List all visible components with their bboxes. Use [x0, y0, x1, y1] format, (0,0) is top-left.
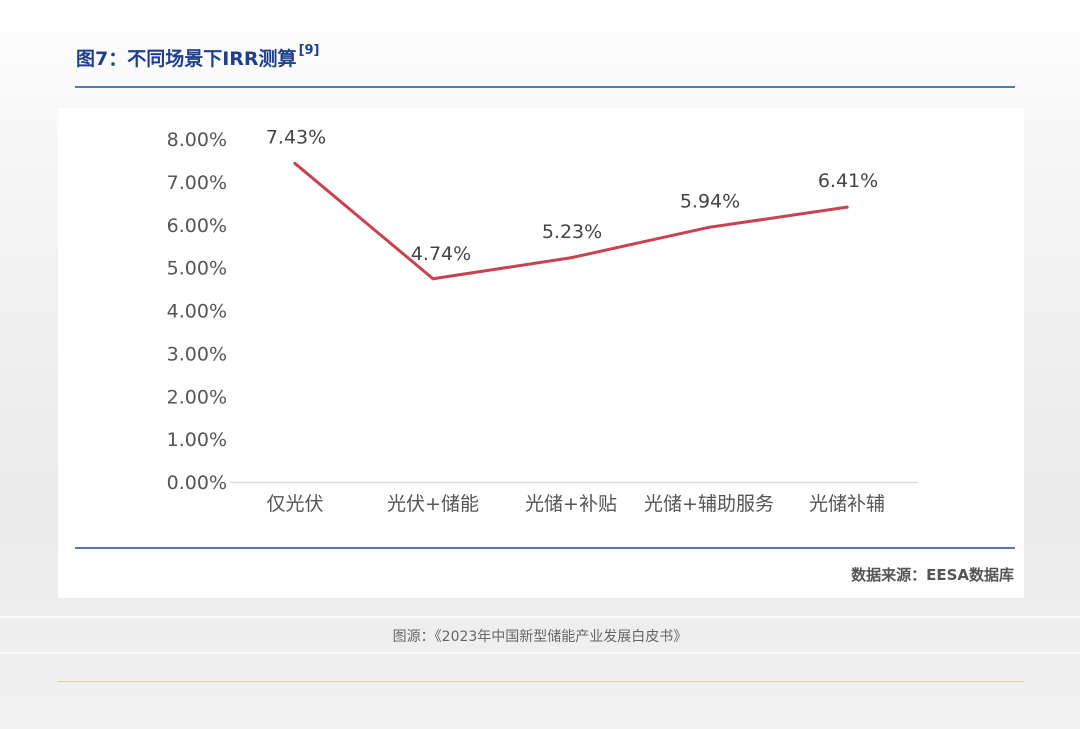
title-divider [75, 86, 1015, 88]
x-tick-label: 光储+辅助服务 [644, 493, 774, 515]
x-tick-label: 仅光伏 [266, 493, 323, 515]
y-tick-label: 0.00% [167, 472, 227, 494]
figure-card: 图7：不同场景下IRR测算 [9] 0.00% 1.00% 2.00% 3.00% 4.0… [58, 42, 1024, 598]
data-point [293, 161, 297, 166]
x-tick-label: 光伏+储能 [387, 493, 479, 515]
data-label: 5.94% [680, 190, 740, 212]
y-tick-label: 6.00% [167, 215, 227, 237]
data-point [569, 256, 573, 260]
y-tick-label: 1.00% [167, 429, 227, 451]
figure-title-reference: [9] [298, 42, 320, 58]
footer-gold-divider [58, 681, 1024, 682]
data-label: 7.43% [266, 126, 326, 148]
y-tick-label: 4.00% [167, 301, 227, 323]
y-tick-label: 7.00% [167, 172, 227, 194]
data-label: 5.23% [542, 221, 602, 243]
data-point [707, 225, 711, 229]
y-tick-label: 3.00% [167, 343, 227, 365]
data-point [845, 205, 849, 209]
footer-divider [75, 547, 1015, 549]
x-tick-label: 光储补辅 [809, 493, 885, 515]
y-tick-label: 5.00% [167, 258, 227, 280]
y-tick-label: 2.00% [167, 386, 227, 408]
x-tick-label: 光储+补贴 [525, 493, 617, 515]
y-tick-label: 8.00% [167, 129, 227, 151]
data-source-note: 数据来源：EESA数据库 [851, 566, 1014, 584]
data-label: 4.74% [411, 243, 471, 265]
figure-title-text: 图7：不同场景下IRR测算 [76, 48, 297, 70]
data-label: 6.41% [818, 170, 878, 192]
image-caption: 图源：《2023年中国新型储能产业发展白皮书》 [392, 629, 688, 645]
line-chart: 0.00% 1.00% 2.00% 3.00% 4.00% 5.00% 6.00% 7.00%… [167, 126, 918, 515]
figure-title: 图7：不同场景下IRR测算 [9] [76, 42, 320, 71]
chart-panel [58, 108, 1024, 598]
data-point [431, 277, 435, 281]
